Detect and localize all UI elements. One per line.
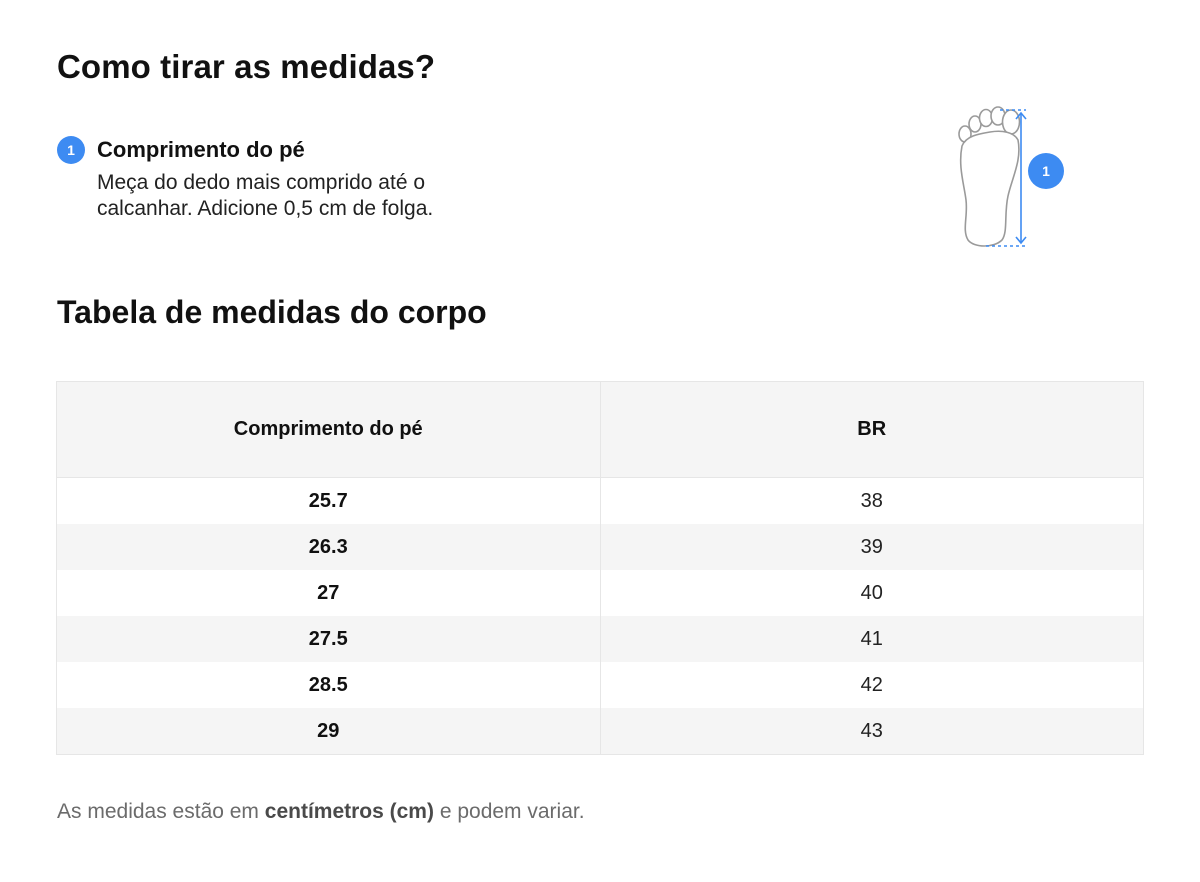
footnote-unit: centímetros (cm) bbox=[264, 800, 434, 823]
foot-length-cell: 27.5 bbox=[56, 616, 601, 662]
page-title: Como tirar as medidas? bbox=[57, 48, 436, 85]
table-row: 28.5 42 bbox=[56, 662, 1144, 708]
br-size-cell: 42 bbox=[600, 662, 1144, 708]
table-header-row: Comprimento do pé BR bbox=[56, 381, 1144, 478]
units-footnote: As medidas estão em centímetros (cm) e p… bbox=[57, 800, 585, 824]
foot-length-cell: 27 bbox=[56, 570, 601, 616]
table-row: 27 40 bbox=[56, 570, 1144, 616]
br-size-cell: 38 bbox=[600, 477, 1144, 524]
step-title: Comprimento do pé bbox=[97, 137, 305, 162]
br-size-cell: 41 bbox=[600, 616, 1144, 662]
foot-diagram: 1 bbox=[950, 104, 1070, 252]
figure-badge-label: 1 bbox=[1042, 163, 1050, 179]
step-number-badge: 1 bbox=[57, 136, 85, 164]
foot-length-cell: 28.5 bbox=[56, 662, 601, 708]
foot-length-cell: 29 bbox=[56, 708, 601, 755]
figure-badge-icon bbox=[1028, 153, 1064, 189]
step-description: Meça do dedo mais comprido até o calcanh… bbox=[97, 171, 434, 220]
br-size-cell: 43 bbox=[600, 708, 1144, 755]
foot-length-cell: 25.7 bbox=[56, 477, 601, 524]
footnote-suffix: e podem variar. bbox=[433, 800, 585, 823]
table-row: 27.5 41 bbox=[56, 616, 1144, 662]
foot-outline-icon: 1 bbox=[958, 106, 1064, 247]
column-header-foot-length: Comprimento do pé bbox=[56, 381, 601, 478]
table-row: 26.3 39 bbox=[56, 524, 1144, 570]
br-size-cell: 40 bbox=[600, 570, 1144, 616]
table-row: 29 43 bbox=[56, 708, 1144, 755]
column-header-br: BR bbox=[600, 381, 1144, 478]
foot-length-cell: 26.3 bbox=[56, 524, 601, 570]
table-row: 25.7 38 bbox=[56, 477, 1144, 524]
table-title: Tabela de medidas do corpo bbox=[57, 294, 487, 330]
size-table: Comprimento do pé BR 25.7 38 26.3 39 27 … bbox=[56, 381, 1144, 755]
br-size-cell: 39 bbox=[600, 524, 1144, 570]
footnote-prefix: As medidas estão em bbox=[57, 800, 265, 823]
